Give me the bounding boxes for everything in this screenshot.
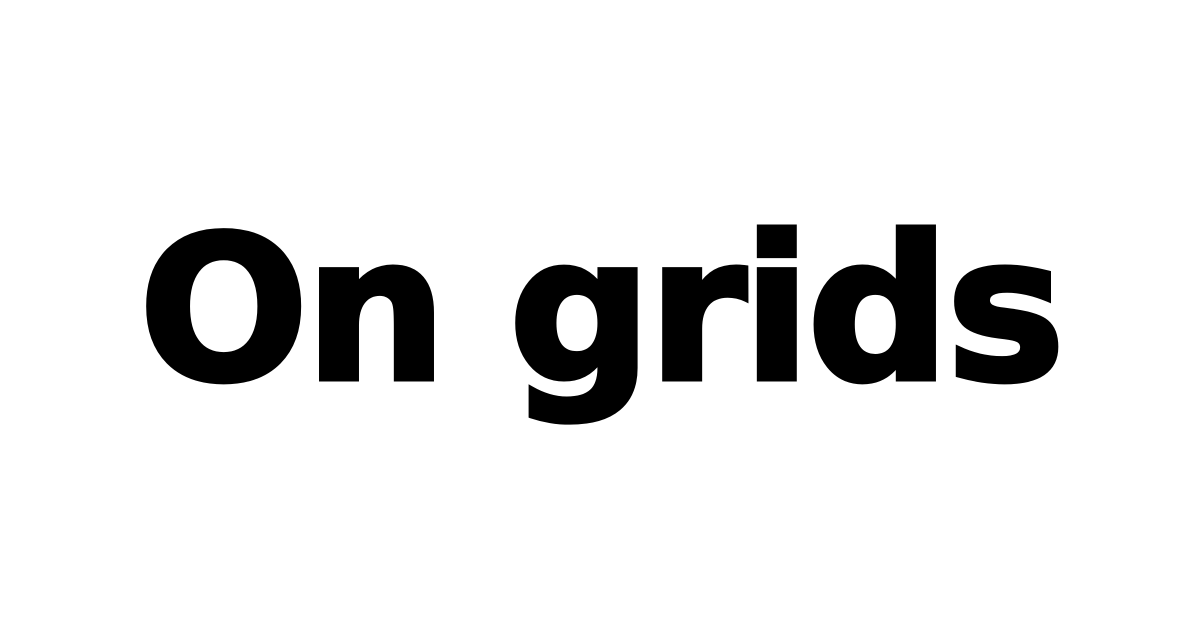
page-title: On grids	[136, 194, 1068, 427]
